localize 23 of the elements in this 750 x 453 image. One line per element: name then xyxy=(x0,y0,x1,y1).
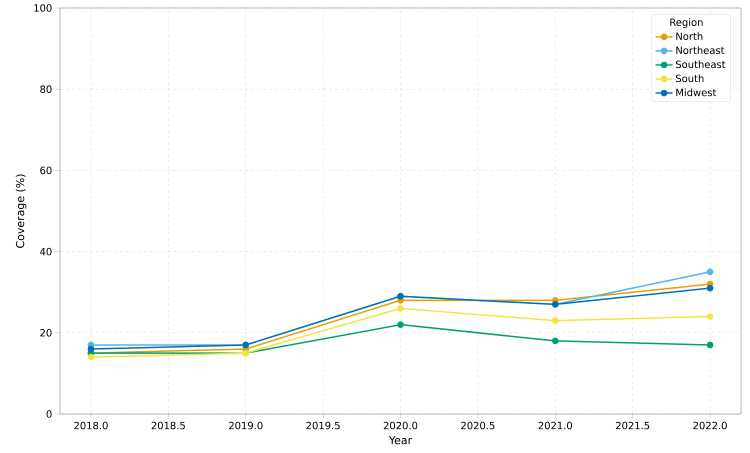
x-tick-label: 2020.0 xyxy=(384,422,418,430)
x-tick-label: 2020.5 xyxy=(461,422,494,430)
x-axis-title: Year xyxy=(388,436,412,444)
legend-label: Southeast xyxy=(676,60,726,68)
x-tick-label: 2021.0 xyxy=(538,422,572,430)
y-tick-label: 0 xyxy=(46,410,52,418)
x-tick-label: 2019.5 xyxy=(306,422,340,430)
x-tick-label: 2019.0 xyxy=(229,422,262,430)
y-axis-title: Coverage (%) xyxy=(16,174,26,248)
y-tick-label: 80 xyxy=(40,85,52,93)
x-tick-label: 2022.0 xyxy=(693,422,727,430)
legend-label: Northeast xyxy=(676,46,724,54)
y-tick-label: 100 xyxy=(34,4,52,12)
y-tick-label: 20 xyxy=(40,329,52,337)
legend-label: Midwest xyxy=(676,88,716,96)
y-tick-label: 60 xyxy=(40,166,52,174)
legend-label: South xyxy=(676,74,704,82)
legend-title: Region xyxy=(670,18,703,28)
y-tick-label: 40 xyxy=(40,248,52,256)
legend-label: North xyxy=(676,32,702,40)
x-tick-label: 2018.0 xyxy=(74,422,108,430)
x-tick-label: 2021.5 xyxy=(616,422,650,430)
x-tick-label: 2018.5 xyxy=(152,422,185,430)
